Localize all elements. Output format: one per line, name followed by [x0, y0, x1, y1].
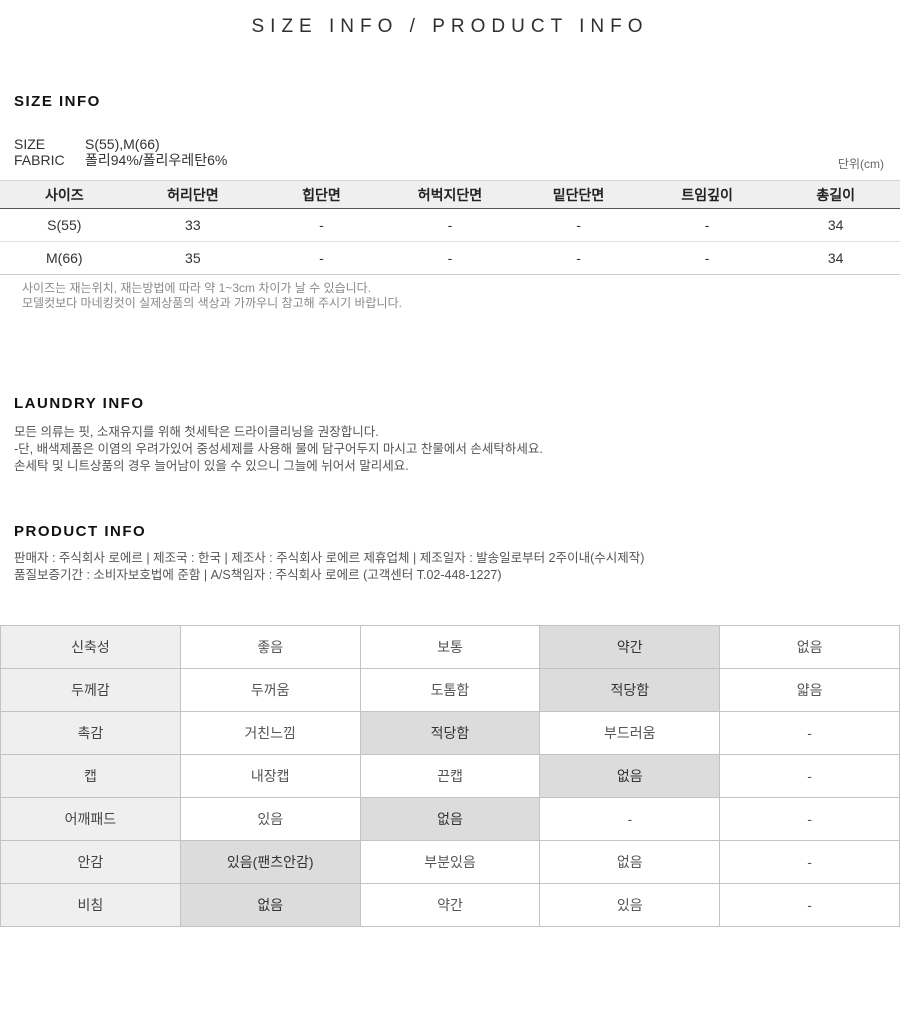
- size-table-cell: 34: [771, 241, 900, 275]
- attribute-row: 두께감 두꺼움 도톰함 적당함 얇음: [0, 668, 900, 712]
- laundry-info-text: 모든 의류는 핏, 소재유지를 위해 첫세탁은 드라이클리닝을 권장합니다. -…: [14, 424, 900, 475]
- attribute-label-cell: 안감: [0, 840, 181, 884]
- size-table-cell: S(55): [0, 208, 129, 242]
- size-table-head: 사이즈 허리단면 힙단면 허벅지단면 밑단단면 트임깊이 총길이: [0, 180, 900, 209]
- spec-label: FABRIC: [14, 152, 65, 168]
- size-table-header-cell: 사이즈: [0, 180, 129, 209]
- spec-value: 폴리94%/폴리우레탄6%: [85, 152, 228, 168]
- size-table-header-cell: 허리단면: [128, 180, 258, 209]
- attribute-row: 어깨패드 있음 없음 - -: [0, 797, 900, 841]
- laundry-line: 모든 의류는 핏, 소재유지를 위해 첫세탁은 드라이클리닝을 권장합니다.: [14, 425, 379, 439]
- size-table-row: M(66) 35- - - -34: [0, 241, 900, 275]
- size-table-cell: -: [257, 208, 386, 242]
- size-table-cell: -: [514, 208, 643, 242]
- laundry-line: -단, 배색제품은 이염의 우려가있어 중성세제를 사용해 물에 담구어두지 마…: [14, 442, 543, 456]
- attribute-option-cell: 없음: [719, 625, 900, 669]
- attribute-option-selected-cell: 없음: [539, 754, 721, 798]
- size-table-header-cell: 힙단면: [257, 180, 386, 209]
- attribute-label-cell: 비침: [0, 883, 181, 927]
- attribute-option-selected-cell: 있음(팬츠안감): [179, 840, 361, 884]
- attribute-label-cell: 신축성: [0, 625, 181, 669]
- size-table-cell: 34: [771, 208, 900, 242]
- size-table-cell: -: [257, 241, 386, 275]
- laundry-info-heading: LAUNDRY INFO: [14, 395, 145, 412]
- attribute-option-cell: 거친느낌: [179, 711, 361, 755]
- attribute-option-selected-cell: 적당함: [359, 711, 541, 755]
- attribute-label-cell: 두께감: [0, 668, 181, 712]
- attribute-option-cell: 약간: [359, 883, 541, 927]
- attribute-option-cell: 두꺼움: [179, 668, 361, 712]
- attribute-option-cell: 좋음: [179, 625, 361, 669]
- page-title: SIZE INFO / PRODUCT INFO: [251, 16, 649, 37]
- size-notes: 사이즈는 재는위치, 재는방법에 따라 약 1~3cm 차이가 날 수 있습니다…: [22, 281, 900, 311]
- attribute-option-cell: 부분있음: [359, 840, 541, 884]
- attribute-option-selected-cell: 없음: [359, 797, 541, 841]
- product-line: 판매자 : 주식회사 로에르 | 제조국 : 한국 | 제조사 : 주식회사 로…: [14, 551, 645, 565]
- attribute-row: 안감 있음(팬츠안감) 부분있음 없음 -: [0, 840, 900, 884]
- product-info-heading: PRODUCT INFO: [14, 523, 147, 540]
- attribute-option-cell: 있음: [179, 797, 361, 841]
- laundry-line: 손세탁 및 니트상품의 경우 늘어남이 있을 수 있으니 그늘에 뉘어서 말리세…: [14, 459, 409, 473]
- attribute-option-cell: -: [539, 797, 721, 841]
- size-spec-list: SIZE S(55),M(66) FABRIC 폴리94%/폴리우레탄6%: [14, 136, 900, 168]
- size-table-cell: -: [642, 241, 772, 275]
- size-table: 사이즈 허리단면 힙단면 허벅지단면 밑단단면 트임깊이 총길이 S(55) 33- - - -34…: [0, 180, 900, 275]
- attribute-label-cell: 캡: [0, 754, 181, 798]
- attribute-option-selected-cell: 없음: [179, 883, 361, 927]
- attribute-option-selected-cell: 적당함: [539, 668, 721, 712]
- attribute-row: 비침 없음 약간 있음 -: [0, 883, 900, 927]
- attribute-option-cell: -: [719, 840, 900, 884]
- spec-row-fabric: FABRIC 폴리94%/폴리우레탄6%: [14, 152, 900, 168]
- size-table-row: S(55) 33- - - -34: [0, 208, 900, 242]
- attribute-option-cell: -: [719, 797, 900, 841]
- size-note-line: 사이즈는 재는위치, 재는방법에 따라 약 1~3cm 차이가 날 수 있습니다…: [22, 281, 372, 295]
- attribute-label-cell: 어깨패드: [0, 797, 181, 841]
- size-table-cell: -: [385, 241, 515, 275]
- spec-label: SIZE: [14, 136, 46, 152]
- attribute-option-cell: 없음: [539, 840, 721, 884]
- attribute-option-cell: 보통: [359, 625, 541, 669]
- size-table-body: S(55) 33- - - -34 M(66) 35- - - -34: [0, 208, 900, 275]
- size-table-header-cell: 허벅지단면: [385, 180, 515, 209]
- attribute-option-cell: 도톰함: [359, 668, 541, 712]
- unit-note: 단위(cm): [837, 157, 884, 171]
- attribute-row: 캡 내장캡 끈캡 없음 -: [0, 754, 900, 798]
- attribute-row: 신축성 좋음 보통 약간 없음: [0, 625, 900, 669]
- size-table-header-cell: 밑단단면: [514, 180, 643, 209]
- attribute-option-cell: -: [719, 754, 900, 798]
- size-note-line: 모델컷보다 마네킹컷이 실제상품의 색상과 가까우니 참고해 주시기 바랍니다.: [22, 296, 402, 310]
- attribute-label-cell: 촉감: [0, 711, 181, 755]
- size-table-cell: 35: [128, 241, 258, 275]
- product-line: 품질보증기간 : 소비자보호법에 준함 | A/S책임자 : 주식회사 로에르 …: [14, 568, 502, 582]
- size-table-cell: 33: [128, 208, 258, 242]
- size-table-cell: -: [642, 208, 772, 242]
- size-table-cell: M(66): [0, 241, 129, 275]
- size-table-header-cell: 총길이: [771, 180, 900, 209]
- attribute-row: 촉감 거친느낌 적당함 부드러움 -: [0, 711, 900, 755]
- attribute-option-cell: -: [719, 711, 900, 755]
- size-table-cell: -: [385, 208, 515, 242]
- attributes-table-body: 신축성 좋음 보통 약간 없음 두께감 두꺼움 도톰함 적당함 얇음 촉감 거친느낌 적당함 부드러움 - 캡…: [0, 625, 900, 927]
- attribute-option-cell: 끈캡: [359, 754, 541, 798]
- size-table-header-cell: 트임깊이: [642, 180, 772, 209]
- attribute-option-cell: 얇음: [719, 668, 900, 712]
- size-table-header-row: 사이즈 허리단면 힙단면 허벅지단면 밑단단면 트임깊이 총길이: [0, 180, 900, 209]
- attribute-option-cell: 부드러움: [539, 711, 721, 755]
- product-detail-page: SIZE INFO / PRODUCT INFO SIZE INFO SIZE S…: [0, 16, 900, 927]
- product-info-text: 판매자 : 주식회사 로에르 | 제조국 : 한국 | 제조사 : 주식회사 로…: [14, 550, 900, 584]
- size-table-cell: -: [514, 241, 643, 275]
- size-info-heading: SIZE INFO: [14, 93, 101, 110]
- spec-row-size: SIZE S(55),M(66): [14, 136, 900, 152]
- attributes-table: 신축성 좋음 보통 약간 없음 두께감 두꺼움 도톰함 적당함 얇음 촉감 거친느낌 적당함 부드러움 - 캡…: [0, 625, 900, 927]
- attribute-option-selected-cell: 약간: [539, 625, 721, 669]
- attribute-option-cell: 있음: [539, 883, 721, 927]
- spec-value: S(55),M(66): [85, 136, 160, 152]
- attribute-option-cell: -: [719, 883, 900, 927]
- attribute-option-cell: 내장캡: [179, 754, 361, 798]
